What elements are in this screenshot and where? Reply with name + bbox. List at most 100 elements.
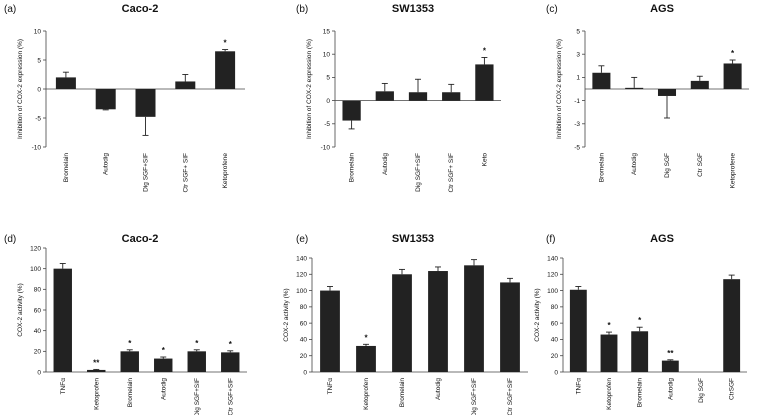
chart-title: AGS (650, 3, 674, 15)
bar (475, 64, 494, 101)
panel-label: (f) (546, 234, 555, 245)
category-label: Bromelain (63, 153, 70, 183)
chart-panel-5: (e) SW1353 0 20 40 60 80 100 120 140 COX-2 activit… (283, 233, 528, 415)
y-tick-label: 140 (547, 255, 558, 262)
bar (657, 89, 677, 96)
bar (723, 279, 741, 372)
category-label: Autodig (382, 153, 389, 175)
category-label: Ketoprofene (222, 153, 229, 189)
bar (95, 89, 116, 110)
bar (53, 268, 72, 372)
y-axis-label: COX-2 activity (%) (283, 288, 290, 341)
y-tick-label: 100 (30, 266, 41, 273)
bar (631, 331, 649, 372)
category-label: TNFα (60, 378, 67, 395)
chart-title: AGS (650, 233, 674, 245)
y-tick-label: 80 (300, 304, 308, 311)
category-label: TNFα (327, 378, 334, 395)
bar (342, 100, 361, 121)
significance-marker: * (364, 333, 368, 342)
category-label: Ketoprofen (363, 378, 370, 410)
y-tick-label: 20 (300, 353, 308, 360)
bar (356, 345, 376, 372)
bar (187, 351, 206, 372)
y-tick-label: 80 (551, 304, 559, 311)
y-tick-label: 120 (30, 245, 41, 252)
significance-marker: * (162, 346, 166, 355)
bar (464, 265, 484, 372)
panel-label: (e) (296, 234, 308, 245)
category-label: Dig SGF+SIF (194, 378, 201, 415)
y-tick-label: 10 (323, 52, 331, 59)
category-label: Ctr SGF (697, 153, 704, 177)
y-tick-label: 20 (551, 353, 559, 360)
significance-marker: * (638, 316, 642, 325)
y-tick-label: -10 (321, 144, 331, 151)
bar (625, 87, 644, 89)
y-tick-label: 60 (551, 320, 559, 327)
category-label: Dig SGF+SIF (143, 153, 150, 192)
panel-label: (a) (4, 4, 16, 15)
y-tick-label: 5 (37, 57, 41, 64)
significance-marker: ** (667, 349, 674, 358)
chart-panel-1: (a) Caco-2 -10 -5 0 5 10 Inhibition of COX-2 ex… (4, 3, 245, 193)
y-tick-label: 1 (576, 75, 580, 82)
y-tick-label: 40 (300, 337, 308, 344)
y-tick-label: 120 (547, 272, 558, 279)
y-tick-label: 20 (34, 349, 42, 356)
category-label: Bromelain (349, 153, 356, 183)
chart-panel-3: (c) AGS -5 -3 -1 1 3 5 Inhibition of COX-2 expre… (546, 3, 749, 188)
y-tick-label: 5 (576, 28, 580, 35)
category-label: Ctr SGF+ SIF (182, 153, 189, 193)
significance-marker: * (229, 340, 233, 349)
category-label: Bromelain (637, 378, 644, 408)
category-label: Dig SGF+SIF (415, 153, 422, 192)
category-label: Dig SGF (664, 153, 671, 178)
chart-panel-4: (d) Caco-2 0 20 40 60 80 100 120 COX-2 activity (… (4, 233, 247, 415)
y-tick-label: 0 (326, 98, 330, 105)
bar (569, 289, 587, 372)
y-axis-label: COX-2 activity (%) (17, 283, 24, 336)
y-tick-label: 0 (303, 369, 307, 376)
panel-label: (b) (296, 4, 308, 15)
category-label: Autodig (631, 153, 638, 175)
category-label: Keto (481, 153, 488, 167)
y-tick-label: -10 (32, 144, 42, 151)
bar (215, 51, 236, 89)
y-tick-label: -3 (574, 121, 580, 128)
y-tick-label: 120 (296, 272, 307, 279)
y-tick-label: 40 (34, 328, 42, 335)
category-label: Ctr SGF+SIF (507, 378, 514, 415)
chart-title: Caco-2 (122, 3, 159, 15)
bar (661, 360, 679, 372)
panel-label: (d) (4, 234, 16, 245)
category-label: Dig SGF (698, 378, 705, 403)
significance-marker: * (607, 321, 611, 330)
bar (392, 274, 412, 372)
category-label: CtrSGF (729, 378, 736, 400)
bar (120, 351, 139, 372)
y-tick-label: -5 (574, 144, 580, 151)
y-tick-label: 15 (323, 28, 331, 35)
y-tick-label: 0 (554, 369, 558, 376)
category-label: Autodig (435, 378, 442, 400)
y-tick-label: 100 (547, 288, 558, 295)
y-tick-label: 5 (326, 75, 330, 82)
y-tick-label: 80 (34, 287, 42, 294)
y-axis-label: COX-2 activity (%) (534, 288, 541, 341)
y-tick-label: -5 (35, 115, 41, 122)
bar (135, 89, 156, 117)
y-tick-label: 100 (296, 288, 307, 295)
bar (428, 271, 448, 372)
chart-panel-2: (b) SW1353 -10 -5 0 5 10 15 Inhibition of COX-2 … (296, 3, 501, 193)
bar (600, 334, 618, 372)
bar (221, 352, 240, 372)
category-label: Bromelain (399, 378, 406, 408)
significance-marker: ** (93, 358, 100, 367)
chart-panel-6: (f) AGS 0 20 40 60 80 100 120 140 COX-2 activity (… (534, 233, 747, 410)
category-label: Ketoprofen (606, 378, 613, 410)
bar (500, 282, 520, 372)
y-tick-label: 10 (34, 28, 42, 35)
bar (442, 92, 461, 101)
significance-marker: * (195, 339, 199, 348)
